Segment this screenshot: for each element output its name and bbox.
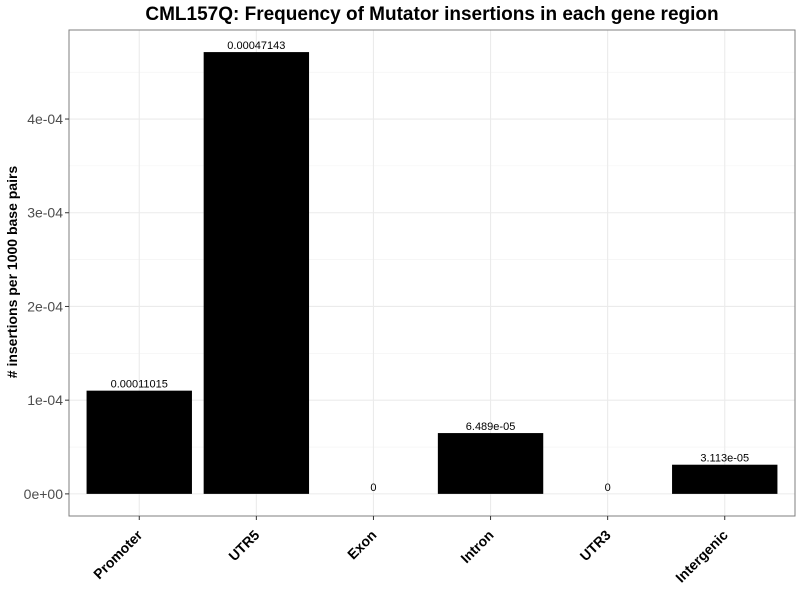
- panel-border: [68, 29, 796, 517]
- y-tick-label: 0e+00: [24, 486, 64, 502]
- y-tick-label: 3e-04: [27, 205, 63, 221]
- data-label-utr3: 0: [605, 482, 611, 494]
- x-tick-label-intron: Intron: [457, 527, 496, 566]
- x-tick-label-utr3: UTR3: [577, 527, 614, 564]
- x-tick-label-promoter: Promoter: [90, 526, 146, 582]
- x-tick-label-exon: Exon: [344, 527, 380, 563]
- y-tick-label: 1e-04: [27, 392, 63, 408]
- x-tick-label-intergenic: Intergenic: [672, 527, 731, 586]
- bar-promoter: [86, 390, 192, 494]
- y-tick-label: 2e-04: [27, 298, 63, 314]
- data-label-intergenic: 3.113e-05: [700, 453, 749, 465]
- y-axis-label: # insertions per 1000 base pairs: [4, 166, 20, 379]
- bar-intron: [437, 433, 544, 494]
- chart-title: CML157Q: Frequency of Mutator insertions…: [145, 4, 718, 25]
- bar-utr5: [203, 52, 310, 494]
- x-axis-ticks: Promoter UTR5 Exon Intron UTR3 Intergenic: [90, 516, 731, 585]
- data-labels: 0.00011015 0.00047143 0 6.489e-05 0 3.113e-05: [111, 40, 750, 494]
- y-tick-label: 4e-04: [27, 111, 63, 127]
- y-axis-ticks: 0e+00 1e-04 2e-04 3e-04 4e-04: [24, 111, 69, 502]
- bar-intergenic: [672, 464, 778, 494]
- data-label-exon: 0: [370, 482, 376, 494]
- data-label-promoter: 0.00011015: [111, 379, 168, 391]
- bars: [86, 52, 778, 494]
- data-label-intron: 6.489e-05: [466, 421, 516, 433]
- data-label-utr5: 0.00047143: [227, 40, 285, 52]
- x-tick-label-utr5: UTR5: [225, 527, 262, 564]
